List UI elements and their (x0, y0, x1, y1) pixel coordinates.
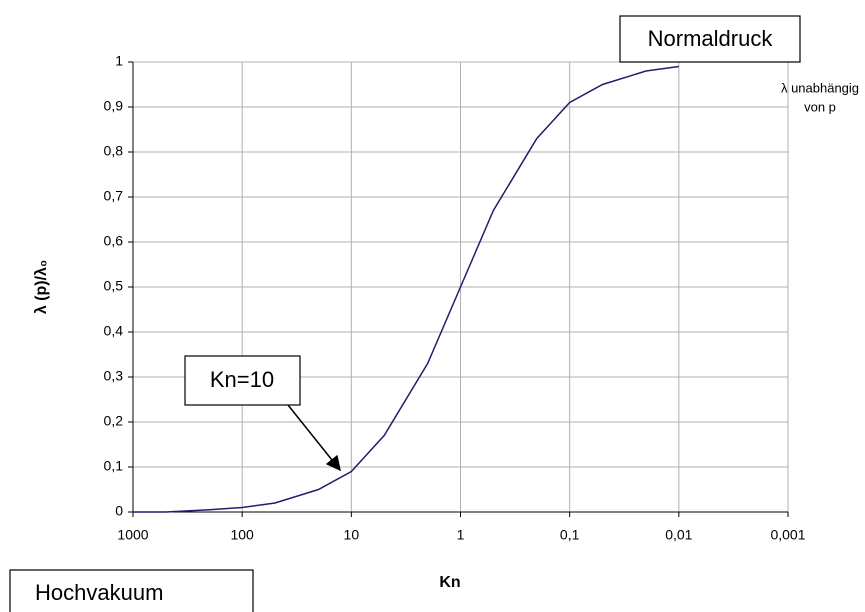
x-tick-label: 1000 (117, 527, 148, 543)
y-tick-label: 0,9 (104, 98, 124, 114)
annotation: Kn=10 (210, 367, 274, 392)
y-tick-label: 0,1 (104, 458, 124, 474)
y-tick-label: 0,8 (104, 143, 124, 159)
annotation-box (9, 569, 254, 612)
annotation-box (619, 15, 801, 63)
y-tick-label: 0,4 (104, 323, 124, 339)
annotation-arrow (287, 404, 341, 472)
x-tick-label: 1 (457, 527, 465, 543)
data-line (133, 65, 679, 513)
annotation-box (184, 355, 301, 406)
annotation: von p (804, 99, 836, 114)
y-tick-label: 1 (115, 53, 123, 69)
y-tick-label: 0 (115, 503, 123, 519)
x-tick-label: 100 (230, 527, 254, 543)
y-tick-label: 0,2 (104, 413, 124, 429)
y-tick-label: 0,6 (104, 233, 124, 249)
x-tick-label: 0,1 (560, 527, 580, 543)
y-tick-label: 0,7 (104, 188, 124, 204)
y-tick-label: 0,5 (104, 278, 124, 294)
annotation-bg (792, 74, 862, 122)
y-axis-label: λ (p)/λ₀ (33, 260, 50, 314)
y-tick-label: 0,3 (104, 368, 124, 384)
x-tick-label: 0,001 (770, 527, 805, 543)
annotation: Normaldruck (648, 26, 774, 51)
annotation: Hochvakuum (35, 580, 163, 605)
x-tick-label: 0,01 (665, 527, 692, 543)
x-tick-label: 10 (344, 527, 360, 543)
annotation: λ unabhängig (781, 80, 859, 95)
x-axis-label: Kn (439, 574, 460, 591)
